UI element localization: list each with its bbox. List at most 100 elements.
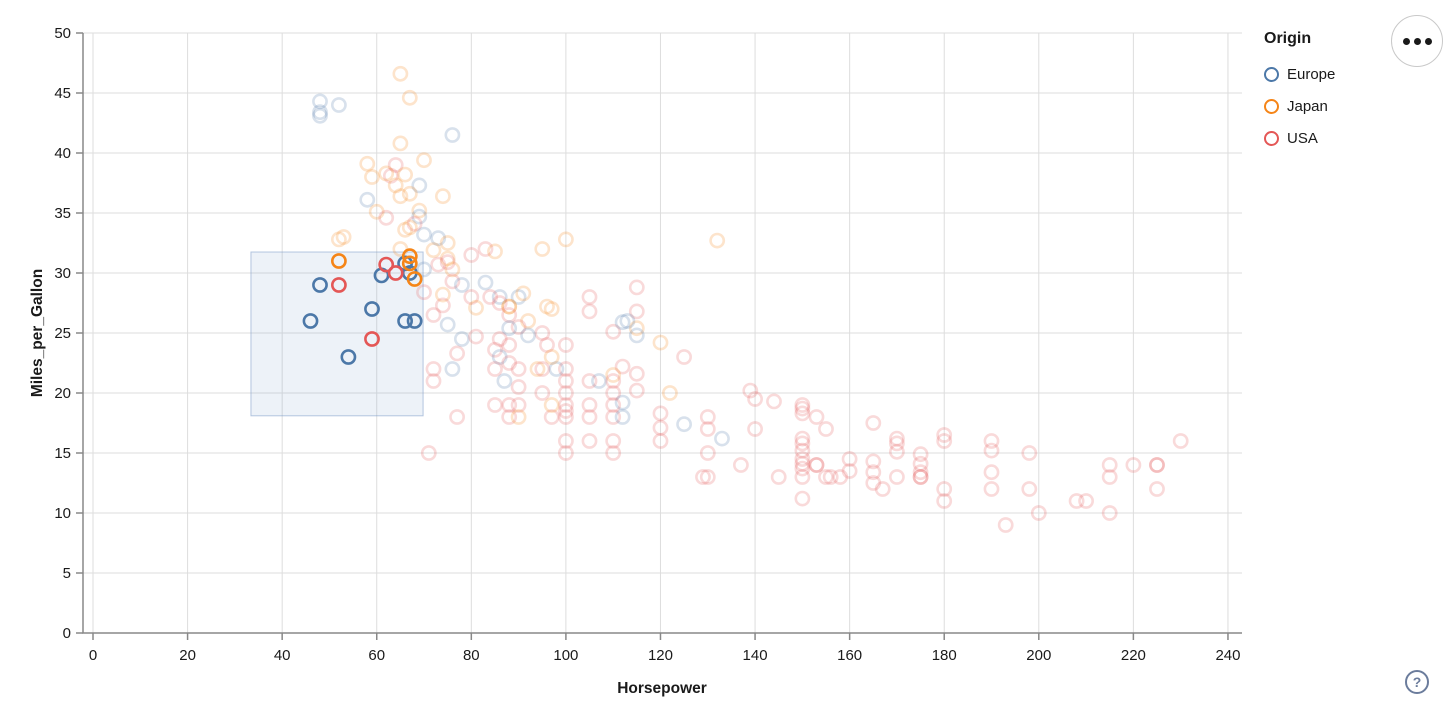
brush-selection[interactable] <box>250 251 424 417</box>
data-point <box>434 188 451 205</box>
data-point <box>818 469 834 485</box>
data-point <box>520 313 536 329</box>
data-point <box>501 320 518 337</box>
data-point <box>340 349 357 365</box>
y-tick-label: 50 <box>54 25 71 42</box>
data-point <box>1021 445 1038 461</box>
data-point <box>841 451 858 467</box>
data-point <box>605 433 622 449</box>
data-point <box>581 289 598 305</box>
data-point <box>510 379 527 395</box>
data-point <box>558 361 574 377</box>
data-point <box>392 65 409 82</box>
data-point <box>330 97 347 113</box>
data-point <box>406 215 423 232</box>
x-tick-label: 80 <box>463 647 480 664</box>
data-point <box>581 409 598 425</box>
x-tick-label: 60 <box>368 647 385 664</box>
data-point <box>463 289 480 305</box>
data-point <box>378 209 395 226</box>
data-point <box>1078 493 1094 509</box>
data-point <box>1021 481 1038 497</box>
data-point <box>614 314 631 331</box>
data-point <box>770 469 787 485</box>
data-point <box>368 203 385 220</box>
data-point <box>453 331 470 347</box>
data-point <box>808 457 825 473</box>
data-point <box>397 221 413 238</box>
data-point <box>392 188 409 205</box>
data-point <box>406 313 423 329</box>
data-point <box>444 273 461 290</box>
data-point <box>397 166 413 183</box>
data-point <box>889 435 905 452</box>
data-point <box>401 89 418 106</box>
data-point <box>1172 433 1189 449</box>
data-point <box>581 303 598 320</box>
data-point <box>619 313 636 329</box>
data-point <box>439 250 456 267</box>
data-point <box>482 289 499 305</box>
data-point <box>865 415 882 431</box>
data-point <box>936 481 953 497</box>
data-point <box>794 451 811 467</box>
data-point <box>832 469 849 485</box>
data-point <box>312 107 328 124</box>
data-point <box>614 358 631 375</box>
legend-item-usa: USA <box>1264 122 1335 154</box>
data-point <box>534 385 551 401</box>
data-point <box>794 442 811 459</box>
help-button[interactable]: ? <box>1405 670 1429 694</box>
legend: Origin Europe Japan USA <box>1264 30 1335 154</box>
data-point <box>539 337 555 353</box>
x-axis-title: Horsepower <box>617 680 707 697</box>
data-point <box>477 274 494 291</box>
data-point <box>747 421 763 437</box>
x-tick-label: 0 <box>89 647 97 664</box>
data-point <box>614 409 631 425</box>
y-tick-label: 0 <box>63 625 71 642</box>
data-point <box>425 361 442 377</box>
data-point <box>425 307 442 323</box>
data-point <box>1101 457 1118 473</box>
data-point <box>581 433 598 449</box>
data-point <box>983 481 1000 497</box>
data-point <box>312 104 328 121</box>
data-point <box>510 289 527 305</box>
data-point <box>1149 457 1165 473</box>
data-point <box>501 298 518 315</box>
data-point <box>605 385 622 401</box>
data-point <box>936 493 953 509</box>
usa-ring-icon <box>1264 130 1279 146</box>
data-point <box>742 382 759 399</box>
question-mark-icon: ? <box>1412 674 1422 690</box>
y-tick-label: 45 <box>54 85 71 102</box>
data-point <box>543 301 560 317</box>
data-point <box>983 442 1000 459</box>
data-point <box>425 373 442 389</box>
chart-options-button[interactable] <box>1391 15 1443 67</box>
data-point <box>652 419 669 436</box>
data-point <box>491 349 508 365</box>
gridlines <box>83 32 1242 633</box>
data-point <box>912 464 929 481</box>
data-point <box>605 323 622 340</box>
data-point <box>865 453 882 470</box>
data-point <box>444 127 461 143</box>
data-point <box>699 409 716 425</box>
data-point <box>359 191 376 208</box>
data-point <box>378 256 395 273</box>
data-point <box>378 165 395 182</box>
data-point <box>766 393 782 410</box>
data-point <box>364 331 380 347</box>
data-point <box>411 202 428 219</box>
data-point <box>487 341 503 358</box>
data-point <box>605 367 622 383</box>
data-point <box>487 397 503 413</box>
data-point <box>401 185 418 202</box>
data-point <box>676 416 692 433</box>
data-point <box>822 469 839 485</box>
data-point <box>662 385 678 401</box>
data-point <box>1149 457 1165 473</box>
